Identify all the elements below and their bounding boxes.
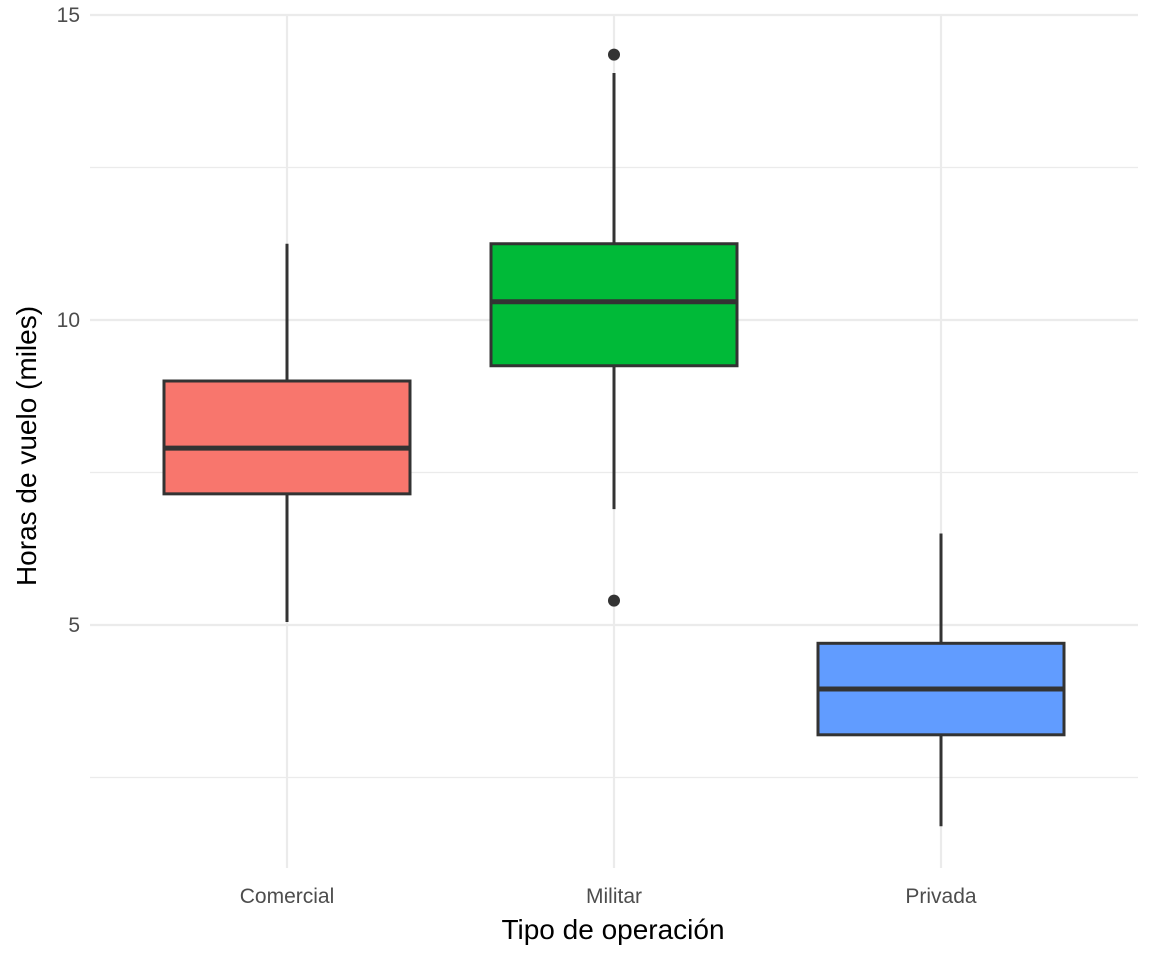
outlier-point — [608, 48, 620, 61]
x-tick-label: Privada — [905, 885, 977, 908]
tick-labels: 5 10 15 Comercial Militar Privada — [57, 4, 977, 908]
iqr-box — [489, 242, 739, 368]
x-tick-label: Militar — [586, 885, 642, 908]
iqr-box — [162, 379, 412, 496]
y-axis-title: Horas de vuelo (miles) — [11, 306, 42, 586]
x-axis-title: Tipo de operación — [501, 914, 724, 945]
y-tick-label: 15 — [57, 4, 80, 27]
y-tick-label: 10 — [57, 309, 80, 332]
y-tick-label: 5 — [68, 614, 80, 637]
box-privada — [816, 533, 1066, 827]
box-comercial — [162, 243, 412, 622]
boxes — [162, 48, 1066, 827]
x-tick-label: Comercial — [240, 885, 335, 908]
box-militar — [489, 48, 739, 607]
outlier-point — [608, 594, 620, 607]
